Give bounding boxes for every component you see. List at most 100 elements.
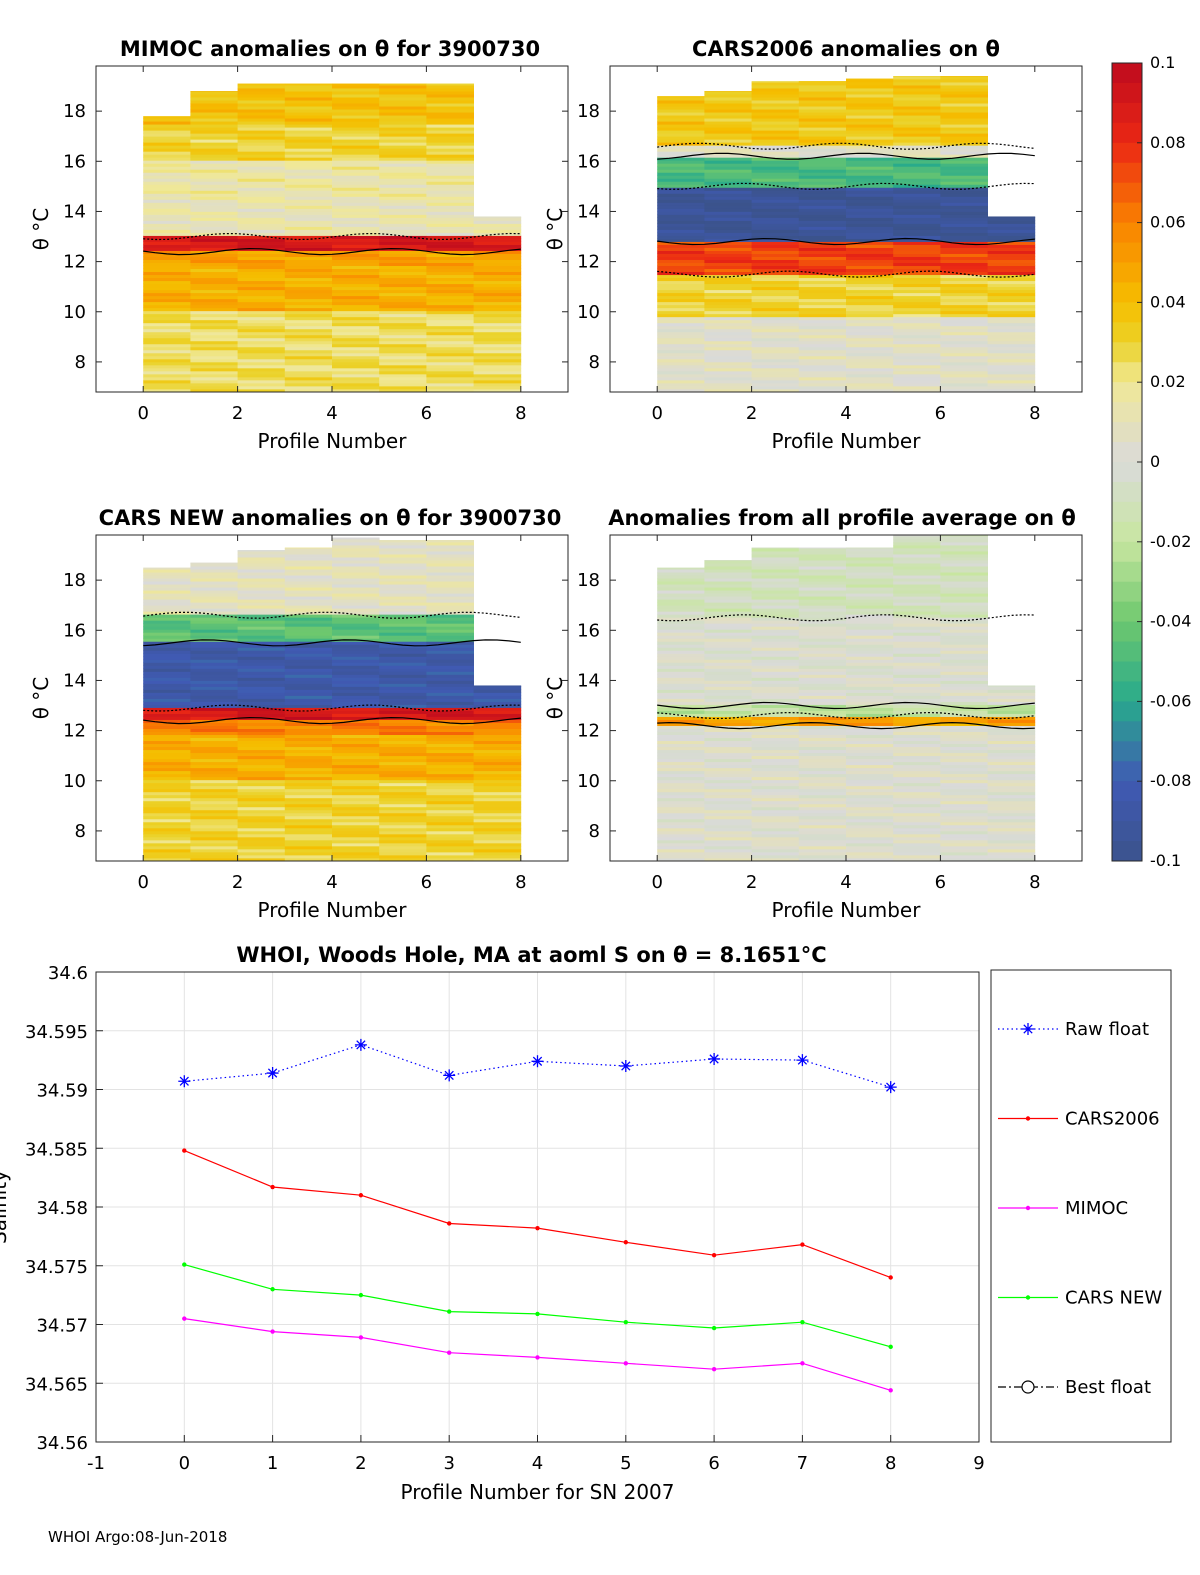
heatmap-cell	[846, 647, 894, 651]
heatmap-cell	[751, 650, 800, 654]
heatmap-cell	[379, 367, 427, 372]
heatmap-cell	[284, 208, 333, 212]
heatmap-cell	[379, 382, 427, 387]
heatmap-cell	[190, 782, 238, 787]
heatmap-cell	[379, 785, 427, 790]
heatmap-cell	[987, 809, 1036, 814]
heatmap-cell	[657, 313, 705, 318]
heatmap-cell	[940, 367, 988, 372]
heatmap-cell	[379, 698, 427, 702]
heatmap-cell	[846, 806, 894, 811]
heatmap-cell	[190, 620, 238, 624]
heatmap-cell	[751, 683, 800, 687]
heatmap-cell	[379, 545, 427, 549]
heatmap-cell	[940, 172, 988, 176]
heatmap-cell	[940, 325, 988, 330]
heatmap-cell	[426, 833, 474, 838]
heatmap-cell	[798, 232, 847, 236]
heatmap-cell	[987, 229, 1036, 233]
colorbar-segment	[1112, 741, 1142, 762]
heatmap-cell	[190, 241, 238, 245]
heatmap-cell	[284, 809, 333, 814]
heatmap-cell	[987, 262, 1036, 267]
heatmap-cell	[657, 334, 705, 339]
heatmap-cell	[798, 854, 847, 859]
heatmap-cell	[237, 241, 286, 245]
colorbar-segment	[1112, 102, 1142, 124]
heatmap-cell	[798, 142, 847, 146]
y-tick-label: 8	[589, 352, 600, 373]
heatmap-cell	[190, 668, 238, 672]
legend-marker	[1025, 1116, 1031, 1121]
heatmap-cell	[798, 836, 847, 841]
heatmap-cell	[143, 659, 191, 663]
heatmap-cell	[426, 548, 474, 552]
heatmap-cell	[143, 785, 191, 790]
heatmap-cell	[798, 710, 847, 714]
heatmap-cell	[704, 617, 752, 621]
heatmap-cell	[893, 662, 941, 666]
heatmap-cell	[379, 806, 427, 811]
heatmap-cell	[704, 668, 752, 672]
heatmap-cell	[798, 602, 847, 606]
heatmap-cell	[284, 650, 333, 654]
heatmap-cell	[798, 364, 847, 369]
heatmap-cell	[987, 685, 1036, 687]
x-tick-label: 3	[443, 1453, 454, 1474]
legend-box	[990, 969, 1172, 1443]
heatmap-cell	[426, 304, 474, 309]
heatmap-cell	[751, 731, 800, 736]
heatmap-cell	[426, 596, 474, 600]
heatmap-cell	[704, 223, 752, 227]
heatmap-cell	[846, 554, 894, 558]
heatmap-cell	[190, 581, 238, 585]
heatmap-cell	[426, 193, 474, 197]
heatmap-cell	[284, 361, 333, 366]
heatmap-cell	[426, 241, 474, 245]
heatmap-cell	[426, 572, 474, 576]
heatmap-cell	[379, 91, 427, 95]
heatmap-cell	[426, 250, 474, 254]
heatmap-cell	[190, 650, 238, 654]
heatmap-cell	[704, 794, 752, 799]
heatmap-cell	[426, 217, 474, 221]
heatmap-cell	[940, 671, 988, 675]
heatmap-cell	[846, 169, 894, 173]
heatmap-cell	[190, 115, 238, 119]
x-tick-label: 6	[935, 872, 946, 893]
heatmap-cell	[657, 265, 705, 270]
heatmap-cell	[798, 842, 847, 847]
heatmap-cell	[846, 638, 894, 642]
heatmap-cell	[190, 361, 238, 366]
heatmap-cell	[846, 235, 894, 239]
heatmap-cell	[284, 593, 333, 597]
heatmap-cell	[284, 313, 333, 318]
heatmap-cell	[190, 833, 238, 838]
heatmap-cell	[190, 692, 238, 696]
heatmap-cell	[751, 238, 800, 242]
heatmap-cell	[657, 340, 705, 345]
heatmap-cell	[704, 653, 752, 657]
heatmap-cell	[893, 100, 941, 104]
heatmap-cell	[798, 367, 847, 372]
heatmap-cell	[798, 644, 847, 648]
heatmap-cell	[987, 830, 1036, 835]
heatmap-cell	[940, 196, 988, 200]
heatmap-cell	[473, 229, 522, 233]
heatmap-cell	[237, 235, 286, 239]
heatmap-cell	[332, 130, 380, 134]
heatmap-cell	[751, 584, 800, 588]
heatmap-cell	[379, 199, 427, 203]
heatmap-cell	[332, 641, 380, 645]
heatmap-cell	[190, 328, 238, 333]
heatmap-cell	[190, 800, 238, 805]
heatmap-cell	[704, 379, 752, 384]
heatmap-cell	[332, 629, 380, 633]
heatmap-cell	[798, 547, 847, 549]
heatmap-cell	[657, 121, 705, 125]
heatmap-cell	[751, 548, 800, 552]
heatmap-cell	[284, 325, 333, 330]
heatmap-cell	[237, 605, 286, 609]
heatmap-cell	[657, 755, 705, 760]
heatmap-cell	[657, 103, 705, 107]
